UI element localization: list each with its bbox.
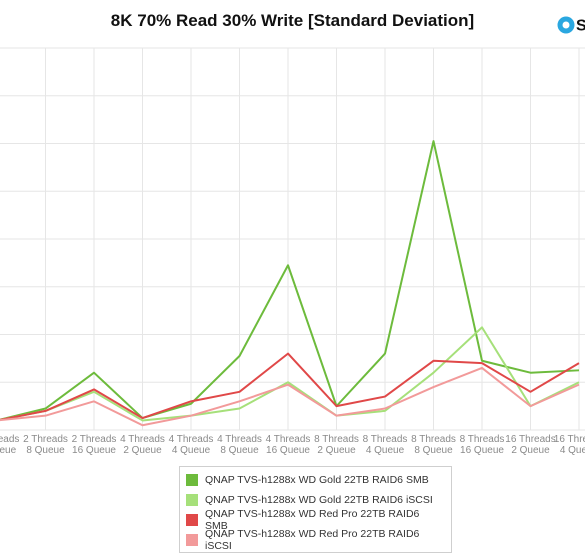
legend-item[interactable]: QNAP TVS-h1288x WD Red Pro 22TB RAID6 iS…: [186, 530, 445, 550]
legend-item[interactable]: QNAP TVS-h1288x WD Red Pro 22TB RAID6 SM…: [186, 510, 445, 530]
legend-item[interactable]: QNAP TVS-h1288x WD Gold 22TB RAID6 SMB: [186, 470, 445, 490]
x-tick-label: 8 Queue: [220, 445, 259, 456]
x-tick-label: 2 Threads: [23, 434, 68, 445]
x-tick-label: 4 Threads: [217, 434, 262, 445]
series-line-2: [0, 327, 579, 420]
legend-item[interactable]: QNAP TVS-h1288x WD Gold 22TB RAID6 iSCSI: [186, 490, 445, 510]
legend: QNAP TVS-h1288x WD Gold 22TB RAID6 SMB QN…: [179, 466, 452, 553]
legend-swatch: [186, 514, 198, 526]
x-tick-label: 2 Threads: [72, 434, 117, 445]
legend-swatch: [186, 494, 198, 506]
x-tick-label: 16 Queue: [266, 445, 310, 456]
x-tick-label: 16 Queue: [72, 445, 116, 456]
legend-label: QNAP TVS-h1288x WD Gold 22TB RAID6 SMB: [205, 474, 429, 486]
x-tick-label: 8 Threads: [460, 434, 505, 445]
x-tick-label: 2 Queue: [317, 445, 356, 456]
series-line-4: [0, 368, 579, 425]
x-tick-label: 4 Queue: [172, 445, 211, 456]
legend-swatch: [186, 534, 198, 546]
legend-label: QNAP TVS-h1288x WD Gold 22TB RAID6 iSCSI: [205, 494, 433, 506]
x-tick-label: 8 Threads: [411, 434, 456, 445]
series-line-1: [0, 141, 579, 420]
x-tick-label: 8 Threads: [314, 434, 359, 445]
x-tick-label: 4 Queue: [560, 445, 585, 456]
x-tick-label: 4 Threads: [120, 434, 165, 445]
x-tick-label: 16 Threads: [554, 434, 585, 445]
x-tick-label: 1 Threads: [0, 434, 19, 445]
legend-swatch: [186, 474, 198, 486]
line-chart: 1 Threads1 Queue2 Threads8 Queue2 Thread…: [0, 0, 585, 460]
legend-label: QNAP TVS-h1288x WD Red Pro 22TB RAID6 iS…: [205, 528, 445, 552]
x-tick-label: 16 Queue: [460, 445, 504, 456]
x-tick-label: 4 Threads: [266, 434, 311, 445]
x-tick-label: 16 Threads: [505, 434, 555, 445]
x-tick-label: 8 Queue: [26, 445, 65, 456]
x-tick-label: 2 Queue: [511, 445, 550, 456]
x-tick-label: 1 Queue: [0, 445, 17, 456]
x-tick-label: 2 Queue: [123, 445, 162, 456]
x-tick-label: 4 Queue: [366, 445, 405, 456]
x-tick-label: 8 Threads: [363, 434, 408, 445]
x-tick-label: 4 Threads: [169, 434, 214, 445]
x-tick-label: 8 Queue: [414, 445, 453, 456]
x-axis-labels: 1 Threads1 Queue2 Threads8 Queue2 Thread…: [0, 434, 585, 456]
